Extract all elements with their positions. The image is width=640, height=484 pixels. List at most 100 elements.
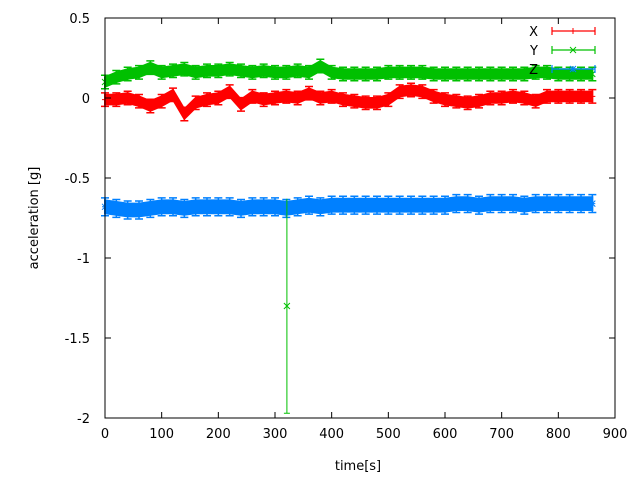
data-point [237,67,245,75]
data-point [385,96,392,103]
data-point [146,205,154,212]
data-point [487,95,494,101]
plot-marks [101,58,597,414]
data-point [316,203,324,211]
data-point [351,98,358,105]
data-point [588,200,596,207]
data-point [430,201,438,209]
data-point [316,62,324,70]
data-point [260,203,268,211]
data-point [271,203,279,211]
data-point [520,70,528,78]
data-point [112,73,120,81]
data-point [215,95,222,101]
data-point [486,70,494,78]
x-tick-label: 800 [546,427,571,442]
data-point [532,98,539,105]
data-point [124,70,132,78]
x-tick-label: 500 [376,427,401,442]
data-point [464,99,471,106]
data-point [339,201,347,209]
data-point [158,203,166,211]
data-point [476,98,482,105]
data-point [170,91,176,98]
data-point [418,69,426,76]
data-point [464,200,472,207]
data-point [282,69,290,76]
data-point [373,70,381,78]
data-point [498,70,506,78]
data-point [294,203,302,211]
data-point [554,70,562,78]
data-point [271,69,279,76]
data-point [180,65,188,73]
data-point [147,103,154,109]
y-tick-label: -1 [77,252,90,267]
data-point [453,98,460,105]
data-point [554,200,562,207]
data-point [305,201,313,209]
data-point [192,99,199,106]
series-x [101,82,597,122]
data-point [339,70,347,78]
data-point [204,96,210,103]
data-point [384,69,392,76]
data-point [544,93,550,100]
data-point [328,69,336,76]
data-point [249,93,256,100]
data-point [441,70,449,78]
legend: XYZ [529,25,596,78]
legend-label: X [529,25,538,40]
y-tick-label: 0 [82,92,90,107]
data-point [520,201,528,209]
data-point [532,69,540,76]
data-point [135,69,143,76]
y-tick-label: -0.5 [65,172,90,187]
data-point [237,205,245,212]
data-point [135,206,143,214]
data-point [373,201,381,209]
y-axis-label: acceleration [g] [27,167,42,270]
data-point [362,99,369,106]
series-y [101,58,597,90]
data-point [260,96,267,103]
data-point [238,101,244,108]
data-point [113,96,120,103]
data-point [577,70,585,78]
x-axis-label: time[s] [335,459,381,474]
data-point [283,302,291,310]
y-tick-label: -1.5 [65,332,90,347]
y-tick-label: 0.5 [69,12,90,27]
x-tick-label: 300 [263,427,288,442]
data-point [248,203,256,211]
x-tick-label: 400 [319,427,344,442]
error-band [104,84,594,121]
x-tick-label: 100 [149,427,174,442]
x-tick-label: 900 [603,427,628,442]
data-point [532,200,540,207]
data-point [475,201,483,209]
error-band [104,60,594,89]
data-point [214,203,222,211]
data-point [340,96,346,103]
legend-marker [569,46,577,54]
legend-label: Z [529,63,538,78]
x-tick-label: 0 [101,427,109,442]
data-point [169,67,177,75]
data-point [260,67,268,75]
data-point [418,201,426,209]
data-point [442,96,448,103]
x-tick-label: 600 [433,427,458,442]
x-tick-label: 700 [489,427,514,442]
data-point [158,69,166,76]
data-point [566,70,574,78]
data-point [192,69,200,76]
data-point [555,93,562,100]
data-point [396,88,403,95]
data-point [543,69,551,76]
data-point [498,95,505,101]
axis-ticks: 0 100 200 300 400 500 600 700 800 900 -2 -1.5 -1 -0.5… [65,12,628,442]
data-point [408,87,414,93]
data-point [350,70,358,78]
